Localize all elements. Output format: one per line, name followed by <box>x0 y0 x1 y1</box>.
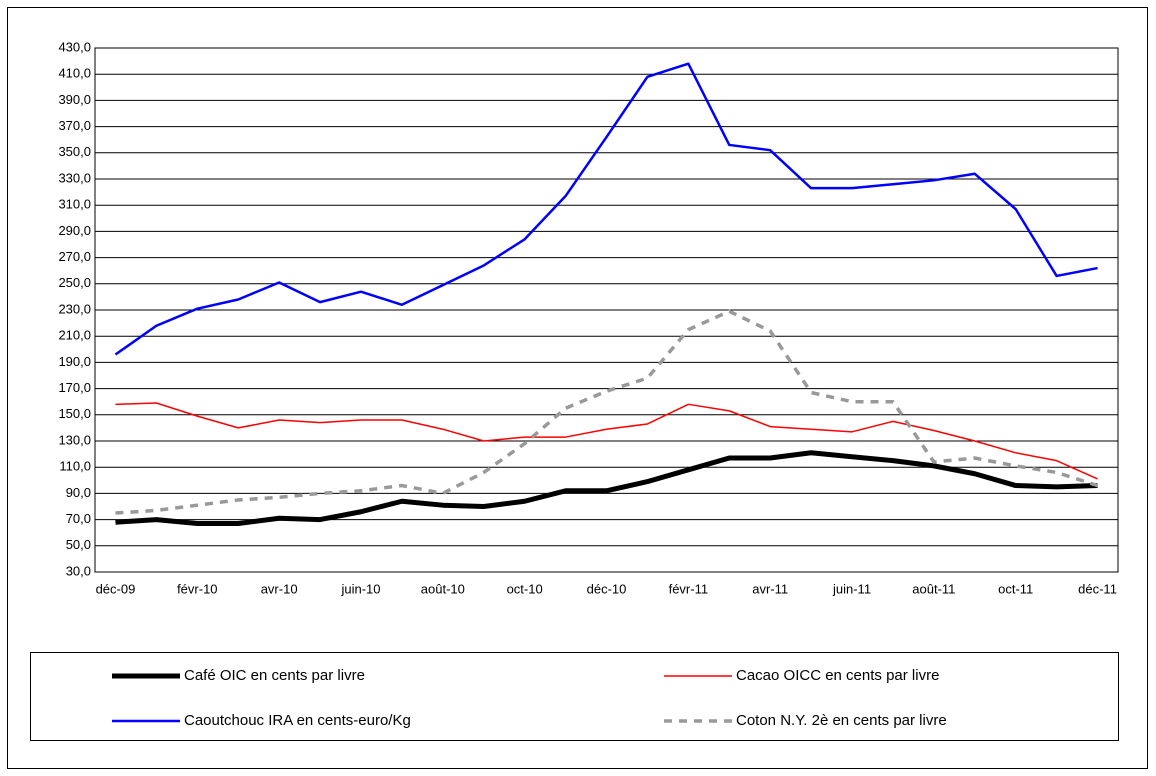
x-tick-label: déc-11 <box>1078 581 1117 596</box>
x-tick-label: oct-10 <box>507 581 543 596</box>
x-tick-label: avr-11 <box>752 581 788 596</box>
y-tick-label: 270,0 <box>58 249 91 264</box>
series-line <box>115 309 1099 515</box>
y-tick-label: 430,0 <box>58 39 91 54</box>
y-tick-label: 210,0 <box>58 328 91 343</box>
y-tick-label: 350,0 <box>58 144 91 159</box>
chart-border <box>7 7 1148 769</box>
x-tick-label: déc-10 <box>587 581 627 596</box>
x-tick-label: juin-11 <box>832 581 871 596</box>
y-tick-label: 230,0 <box>58 301 91 316</box>
legend-label: Café OIC en cents par livre <box>184 667 365 684</box>
y-tick-label: 30,0 <box>66 563 91 578</box>
x-tick-label: août-11 <box>912 581 955 596</box>
legend-label: Caoutchouc IRA en cents-euro/Kg <box>184 712 411 729</box>
y-tick-label: 410,0 <box>58 66 91 81</box>
y-tick-label: 50,0 <box>66 537 91 552</box>
x-tick-label: oct-11 <box>998 581 1033 596</box>
legend-label: Coton N.Y. 2è en cents par livre <box>736 712 947 729</box>
y-tick-label: 190,0 <box>58 354 91 369</box>
y-tick-label: 170,0 <box>58 380 91 395</box>
y-tick-label: 310,0 <box>58 197 91 212</box>
y-tick-label: 90,0 <box>66 485 91 500</box>
series-line <box>115 450 1098 527</box>
x-tick-label: déc-09 <box>96 581 136 596</box>
y-tick-label: 130,0 <box>58 432 91 447</box>
y-tick-label: 290,0 <box>58 223 91 238</box>
y-tick-label: 150,0 <box>58 406 91 421</box>
y-tick-label: 330,0 <box>58 170 91 185</box>
series-line <box>114 62 1098 356</box>
legend-box <box>30 652 1119 741</box>
series-line <box>115 402 1098 480</box>
y-tick-label: 390,0 <box>58 92 91 107</box>
x-tick-label: juin-10 <box>340 581 380 596</box>
y-tick-label: 70,0 <box>66 511 91 526</box>
legend-label: Cacao OICC en cents par livre <box>736 667 939 684</box>
x-tick-label: août-10 <box>421 581 465 596</box>
x-tick-label: févr-10 <box>177 581 217 596</box>
y-tick-label: 110,0 <box>59 459 91 474</box>
y-tick-label: 250,0 <box>58 275 91 290</box>
y-tick-label: 370,0 <box>58 118 91 133</box>
x-tick-label: févr-11 <box>669 581 709 596</box>
plot-frame <box>94 47 1119 573</box>
x-tick-label: avr-10 <box>261 581 298 596</box>
